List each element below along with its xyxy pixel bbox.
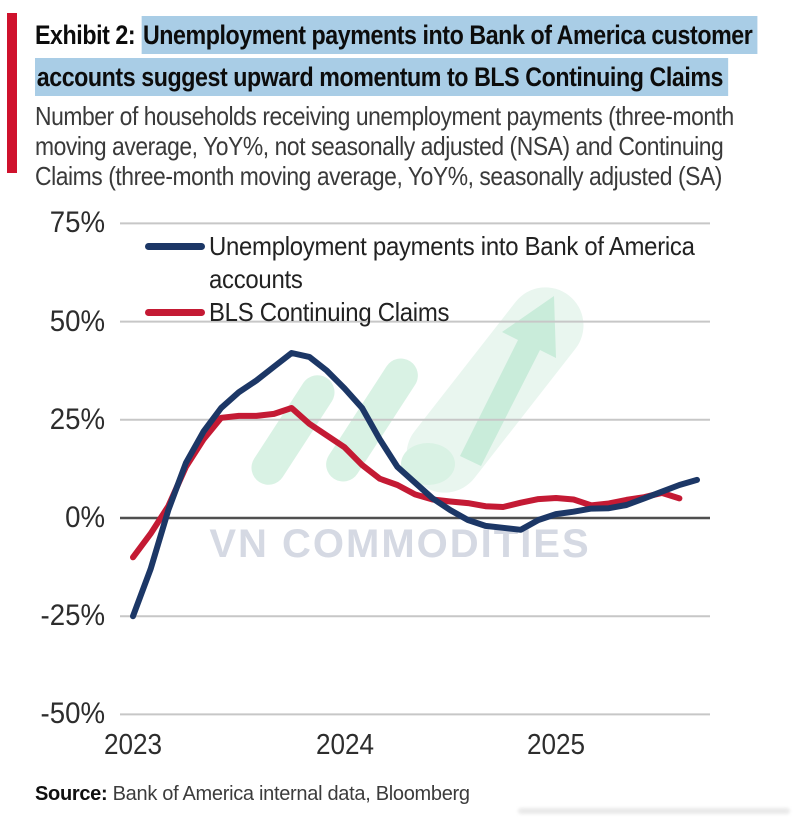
subtitle-line-3: Claims (three-month moving average, YoY%…	[35, 161, 722, 191]
chart-legend: Unemployment payments into Bank of Ameri…	[145, 230, 737, 329]
y-axis-tick-label: 0%	[65, 501, 105, 534]
y-axis-tick-label: -25%	[40, 599, 105, 633]
source-text: Bank of America internal data, Bloomberg	[107, 783, 470, 805]
chart-subtitle: Number of households receiving unemploym…	[35, 101, 795, 191]
legend-label-bac: Unemployment payments into Bank of Ameri…	[209, 230, 695, 296]
y-axis-tick-label: 25%	[49, 402, 105, 436]
exhibit-prefix: Exhibit 2:	[35, 20, 142, 50]
watermark-dot	[401, 443, 455, 485]
title-highlight-2: accounts suggest upward momentum to BLS …	[35, 58, 729, 96]
y-axis-tick-label: -50%	[40, 697, 105, 731]
legend-swatch-navy	[145, 243, 205, 250]
legend-item-bls: BLS Continuing Claims	[145, 296, 737, 329]
legend-label-bls-line1: BLS Continuing Claims	[209, 297, 450, 327]
legend-label-bac-line1: Unemployment payments into Bank of Ameri…	[209, 231, 695, 261]
subtitle-line-2: moving average, YoY%, not seasonally adj…	[35, 131, 724, 161]
legend-label-bac-line2: accounts	[209, 264, 303, 294]
x-axis-tick-label: 2023	[103, 729, 163, 761]
series-line-bac-unemployment-payments	[130, 350, 700, 620]
title-line-2: accounts suggest upward momentum to BLS …	[35, 56, 729, 98]
series-lines	[130, 350, 700, 620]
watermark-bar-left	[251, 375, 335, 485]
watermark-text: VN COMMODITIES	[209, 522, 590, 566]
exhibit-header: Exhibit 2: Unemployment payments into Ba…	[35, 14, 795, 191]
legend-label-bls: BLS Continuing Claims	[209, 296, 449, 329]
source-label: Source:	[35, 783, 108, 805]
watermark-bar-right	[326, 358, 418, 482]
series-line-bls-continuing-claims	[130, 405, 683, 561]
legend-item-bac: Unemployment payments into Bank of Ameri…	[145, 230, 737, 296]
legend-swatch-red	[145, 309, 205, 316]
source-note: Source: Bank of America internal data, B…	[35, 783, 470, 806]
x-axis-tick-label: 2024	[315, 729, 374, 761]
title-highlight-1: Unemployment payments into Bank of Ameri…	[141, 16, 758, 54]
x-axis-tick-label: 2025	[526, 729, 586, 761]
exhibit-accent-bar	[7, 13, 17, 173]
subtitle-line-1: Number of households receiving unemploym…	[35, 101, 734, 131]
y-axis-tick-label: 50%	[49, 304, 105, 338]
cropped-text-artifact	[518, 808, 790, 814]
title-line-1: Exhibit 2: Unemployment payments into Ba…	[35, 14, 758, 56]
y-axis-tick-label: 75%	[49, 206, 105, 240]
